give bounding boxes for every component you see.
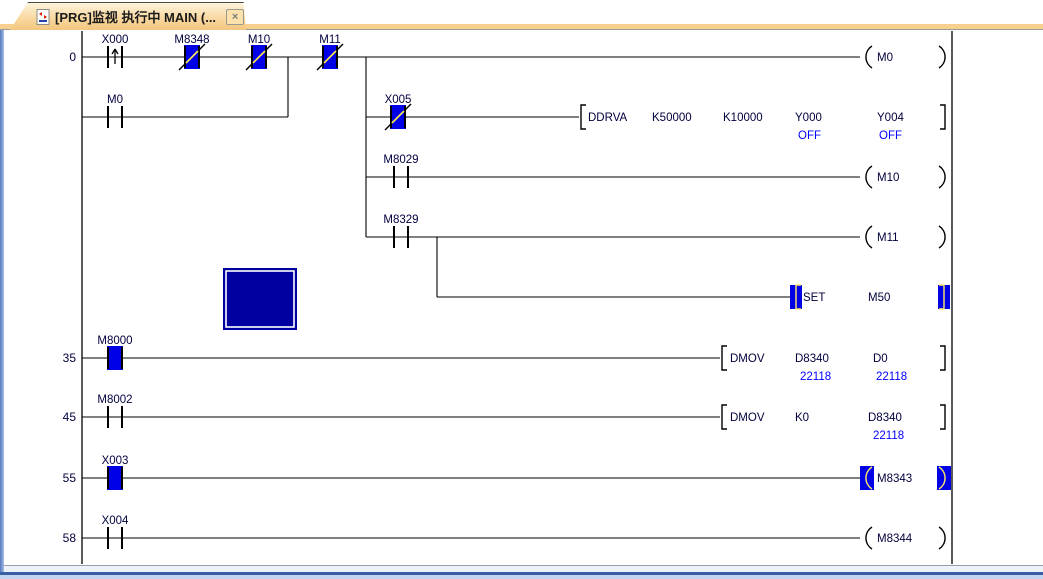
svg-text:M8000: M8000 [97, 335, 132, 347]
svg-text:X004: X004 [102, 515, 129, 527]
instruction-DMOV[interactable]: DMOV D8340 22118 D0 22118 [721, 345, 946, 383]
window-bottom-edge [0, 565, 1043, 579]
svg-text:X005: X005 [385, 94, 412, 106]
svg-text:0: 0 [69, 50, 76, 64]
instruction-SET[interactable]: SET M50 [790, 284, 950, 310]
contact-M8348[interactable]: M8348 [174, 34, 210, 71]
coil-M8343[interactable]: M8343 [860, 466, 951, 490]
tab-close-button[interactable]: × [226, 8, 245, 25]
contact-X000[interactable]: X000 [102, 34, 129, 68]
coil-M10[interactable]: M10 [865, 165, 946, 189]
tab-accent-strip [0, 24, 1043, 30]
svg-text:Y004: Y004 [877, 112, 904, 124]
contact-M0[interactable]: M0 [107, 94, 123, 128]
svg-text:DMOV: DMOV [730, 412, 765, 424]
svg-text:D0: D0 [873, 353, 888, 365]
tab-prg-monitor-main[interactable]: [PRG]监视 执行中 MAIN (... × [10, 2, 246, 30]
contact-M11[interactable]: M11 [316, 34, 344, 71]
svg-text:K0: K0 [795, 412, 809, 424]
contact-M8029[interactable]: M8029 [383, 154, 419, 188]
tab-title: [PRG]监视 执行中 MAIN (... [55, 10, 217, 25]
svg-text:22118: 22118 [800, 371, 831, 383]
svg-text:M8029: M8029 [383, 154, 418, 166]
contact-M8002[interactable]: M8002 [97, 394, 133, 428]
svg-text:M8348: M8348 [174, 34, 209, 46]
svg-text:M50: M50 [868, 292, 890, 304]
svg-text:22118: 22118 [876, 371, 907, 383]
svg-text:D8340: D8340 [795, 353, 829, 365]
svg-text:M8344: M8344 [877, 533, 913, 545]
svg-text:M0: M0 [877, 52, 893, 64]
svg-text:M11: M11 [319, 34, 341, 46]
svg-text:58: 58 [63, 531, 77, 545]
svg-text:OFF: OFF [879, 130, 902, 142]
contact-M10[interactable]: M10 [245, 34, 273, 71]
contact-X003[interactable]: X003 [102, 455, 129, 490]
svg-text:35: 35 [63, 351, 77, 365]
svg-text:K10000: K10000 [723, 112, 763, 124]
svg-text:55: 55 [63, 471, 77, 485]
coil-M8344[interactable]: M8344 [865, 526, 946, 550]
contact-M8329[interactable]: M8329 [383, 214, 419, 248]
rung-wires [82, 56, 860, 539]
contact-X004[interactable]: X004 [102, 515, 129, 549]
instruction-DDRVA[interactable]: DDRVA K50000 K10000 Y000 OFF Y004 OFF [580, 104, 946, 142]
svg-text:M0: M0 [107, 94, 123, 106]
svg-text:M8329: M8329 [383, 214, 418, 226]
svg-text:M8002: M8002 [97, 394, 132, 406]
svg-text:D8340: D8340 [868, 412, 902, 424]
svg-text:M8343: M8343 [877, 473, 912, 485]
svg-text:X000: X000 [102, 34, 129, 46]
document-tabbar: [PRG]监视 执行中 MAIN (... × [0, 0, 1043, 30]
window-left-edge [0, 30, 4, 579]
selection-cursor[interactable] [223, 268, 297, 330]
svg-text:M10: M10 [877, 172, 899, 184]
power-rails [81, 31, 953, 564]
svg-text:Y000: Y000 [795, 112, 822, 124]
coil-M11[interactable]: M11 [865, 225, 946, 249]
svg-text:K50000: K50000 [652, 112, 692, 124]
svg-text:DDRVA: DDRVA [588, 112, 628, 124]
svg-text:SET: SET [803, 292, 825, 304]
svg-text:M11: M11 [877, 232, 899, 244]
svg-text:22118: 22118 [873, 430, 904, 442]
svg-text:M10: M10 [248, 34, 270, 46]
instruction-DMOV[interactable]: DMOV K0 D8340 22118 [721, 404, 946, 442]
svg-text:45: 45 [63, 410, 77, 424]
contact-M8000[interactable]: M8000 [97, 335, 133, 370]
contact-X005[interactable]: X005 [384, 94, 412, 131]
svg-text:DMOV: DMOV [730, 353, 765, 365]
program-document-icon [36, 8, 50, 25]
step-numbers: 0 35 45 55 58 [63, 50, 77, 545]
svg-text:OFF: OFF [798, 130, 821, 142]
coil-M0[interactable]: M0 [865, 45, 946, 69]
svg-text:X003: X003 [102, 455, 129, 467]
